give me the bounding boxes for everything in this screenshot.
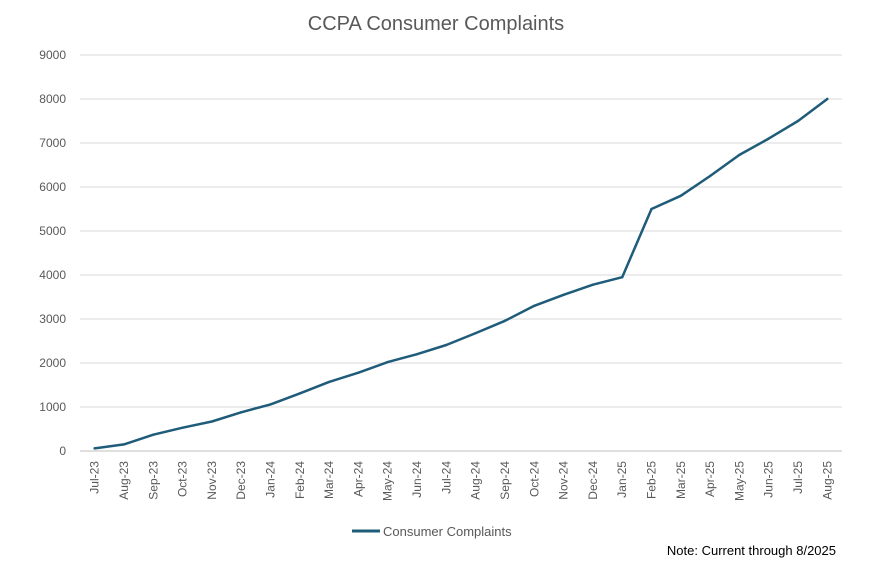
x-tick-label: Oct-24	[527, 461, 541, 497]
data-point	[503, 319, 507, 322]
gridlines	[80, 54, 842, 452]
x-tick-label: Jan-25	[615, 461, 629, 498]
data-point	[767, 137, 770, 140]
x-tick-label: Jul-25	[791, 461, 805, 494]
x-tick-label: Feb-24	[293, 461, 307, 499]
x-tick-label: Aug-25	[820, 461, 834, 500]
data-point	[620, 276, 624, 279]
x-tick-label: Mar-25	[674, 461, 688, 499]
y-tick-label: 1000	[39, 400, 66, 414]
note: Note: Current through 8/2025	[667, 543, 836, 558]
x-tick-label: Aug-23	[117, 461, 131, 500]
legend-label: Consumer Complaints	[383, 524, 512, 539]
data-point	[210, 420, 214, 423]
y-tick-label: 9000	[39, 48, 66, 62]
x-tick-label: Sep-23	[146, 461, 160, 500]
x-axis-tick-labels: Jul-23 Aug-23 Sep-23 Oct-23 Nov-23 Dec-23 Jan-…	[88, 461, 835, 501]
data-point	[239, 411, 243, 414]
x-tick-label: Apr-24	[351, 461, 365, 497]
chart-title: CCPA Consumer Complaints	[308, 13, 564, 35]
x-tick-label: Nov-24	[557, 461, 571, 500]
data-point	[591, 283, 595, 286]
y-tick-label: 0	[59, 444, 66, 458]
data-point	[679, 194, 683, 197]
data-point	[357, 371, 360, 374]
data-point	[562, 293, 565, 296]
legend: Consumer Complaints	[352, 524, 512, 539]
data-point	[708, 174, 712, 178]
data-point	[415, 353, 419, 356]
data-point	[445, 343, 448, 347]
data-point	[386, 360, 389, 364]
data-point	[738, 153, 741, 157]
x-tick-label: Mar-24	[322, 461, 336, 499]
data-point	[796, 119, 800, 123]
series-layer	[93, 97, 829, 450]
x-tick-label: Jun-25	[762, 461, 776, 498]
x-tick-label: Dec-23	[234, 461, 248, 500]
x-tick-label: Apr-25	[703, 461, 717, 497]
data-point	[269, 403, 272, 406]
x-tick-label: Jun-24	[410, 461, 424, 498]
data-point	[327, 380, 331, 384]
x-tick-label: Feb-25	[645, 461, 659, 499]
data-point	[152, 433, 155, 436]
x-tick-label: Jul-23	[88, 461, 102, 494]
x-tick-label: Dec-24	[586, 461, 600, 500]
x-tick-label: May-24	[381, 461, 395, 501]
x-tick-label: Nov-23	[205, 461, 219, 500]
y-tick-label: 3000	[39, 312, 66, 326]
y-tick-label: 5000	[39, 224, 66, 238]
data-point	[298, 392, 302, 395]
x-tick-label: Jan-24	[264, 461, 278, 498]
x-tick-label: Jul-24	[439, 461, 453, 494]
data-point	[93, 447, 96, 450]
x-tick-label: Aug-24	[469, 461, 483, 500]
data-point	[826, 97, 829, 101]
y-axis-tick-labels: 0 1000 2000 3000 4000 5000 6000 7000 8000 9000	[39, 48, 66, 458]
y-tick-label: 8000	[39, 92, 66, 106]
data-point	[650, 207, 653, 211]
x-tick-label: Sep-24	[498, 461, 512, 500]
data-point	[474, 331, 477, 335]
data-point	[533, 304, 536, 307]
y-tick-label: 7000	[39, 136, 66, 150]
data-point	[122, 443, 126, 446]
data-point	[181, 426, 184, 429]
series-line-consumer-complaints	[93, 97, 829, 450]
y-tick-label: 4000	[39, 268, 66, 282]
x-tick-label: Oct-23	[176, 461, 190, 497]
y-tick-label: 2000	[39, 356, 66, 370]
x-tick-label: May-25	[732, 461, 746, 501]
y-tick-label: 6000	[39, 180, 66, 194]
